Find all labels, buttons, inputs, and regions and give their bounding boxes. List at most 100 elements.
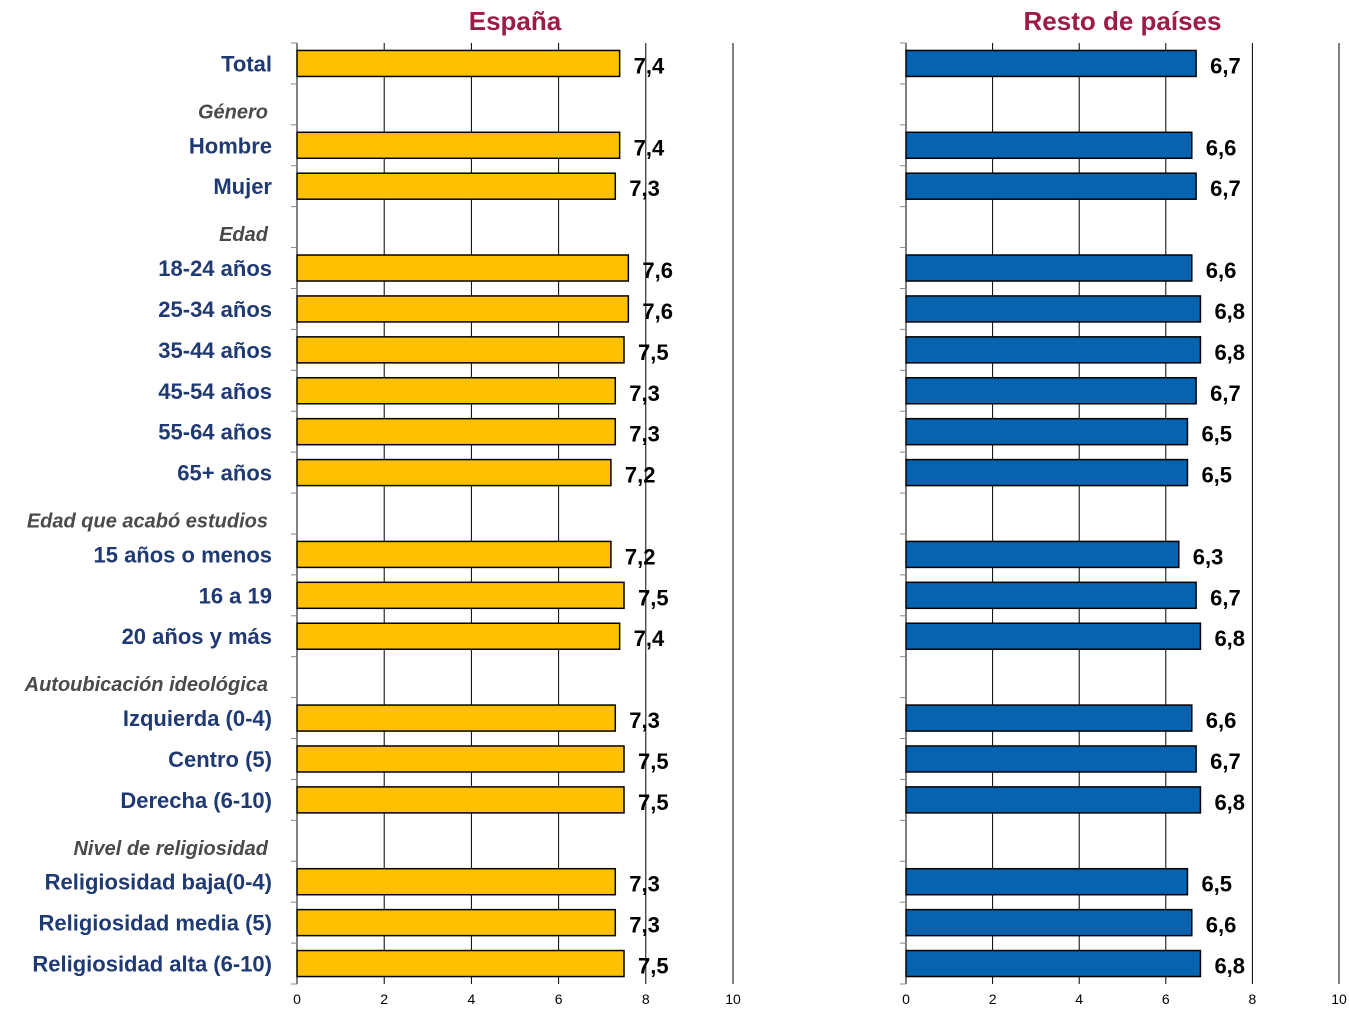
espana-value-label: 7,4 [634, 135, 665, 160]
resto-value-label: 6,8 [1214, 626, 1245, 651]
resto-value-label: 6,6 [1206, 135, 1237, 160]
espana-value-label: 7,6 [642, 258, 673, 283]
espana-bar [296, 377, 617, 405]
category-heading-label: Género [198, 101, 268, 123]
resto-value-label: 6,5 [1201, 872, 1232, 897]
espana-value-label: 7,6 [642, 299, 673, 324]
espana-x-tick-label: 10 [725, 991, 741, 1007]
resto-value-label: 6,7 [1210, 585, 1241, 610]
espana-x-tick-label: 0 [293, 991, 301, 1007]
espana-value-label: 7,5 [638, 585, 669, 610]
espana-value-label: 7,5 [638, 340, 669, 365]
resto-x-tick-label: 10 [1331, 991, 1347, 1007]
espana-bar [296, 949, 625, 978]
resto-value-label: 6,8 [1214, 340, 1245, 365]
espana-x-tick-label: 8 [642, 991, 650, 1007]
category-label: 25-34 años [158, 297, 272, 322]
espana-value-label: 7,5 [638, 790, 669, 815]
resto-value-label: 6,8 [1214, 790, 1245, 815]
espana-bar [296, 336, 625, 364]
espana-value-label: 7,3 [629, 708, 660, 733]
resto-value-label: 6,6 [1206, 258, 1237, 283]
espana-bar [296, 172, 617, 200]
espana-bar [296, 786, 625, 814]
category-label: Total [221, 51, 272, 76]
resto-x-tick-label: 2 [989, 991, 997, 1007]
espana-value-label: 7,2 [625, 544, 656, 569]
espana-bar [296, 49, 621, 78]
resto-x-tick-label: 6 [1162, 991, 1170, 1007]
espana-value-label: 7,4 [634, 626, 665, 651]
resto-x-tick-label: 0 [902, 991, 910, 1007]
espana-bar [296, 908, 617, 937]
resto-bar [905, 745, 1197, 773]
category-heading-label: Edad que acabó estudios [27, 511, 268, 533]
category-label: Mujer [213, 174, 272, 199]
espana-value-label: 7,4 [634, 53, 665, 78]
category-label: Religiosidad alta (6-10) [32, 952, 272, 977]
resto-bar [905, 704, 1193, 732]
resto-bar [905, 377, 1197, 405]
resto-bar [905, 254, 1193, 282]
resto-bar [905, 622, 1202, 650]
espana-bar [296, 745, 625, 773]
espana-bar [296, 704, 617, 732]
espana-value-label: 7,2 [625, 463, 656, 488]
espana-bar [296, 622, 621, 650]
espana-value-label: 7,5 [638, 749, 669, 774]
espana-bar [296, 581, 625, 610]
category-label: Religiosidad media (5) [39, 911, 273, 936]
category-label: Izquierda (0-4) [123, 706, 272, 731]
category-label: 65+ años [177, 461, 272, 486]
resto-x-tick-label: 4 [1075, 991, 1083, 1007]
resto-value-label: 6,6 [1206, 708, 1237, 733]
resto-bar [905, 581, 1197, 610]
resto-bar [905, 49, 1197, 78]
espana-bar [296, 295, 630, 323]
category-heading-label: Edad [219, 224, 269, 246]
resto-bar [905, 295, 1202, 323]
category-heading-label: Nivel de religiosidad [73, 838, 268, 860]
espana-value-label: 7,5 [638, 954, 669, 979]
espana-bar [296, 131, 621, 160]
resto-value-label: 6,8 [1214, 299, 1245, 324]
category-label: Religiosidad baja(0-4) [45, 870, 272, 895]
category-label: Centro (5) [168, 747, 272, 772]
espana-value-label: 7,3 [629, 176, 660, 201]
category-label: 16 a 19 [199, 583, 272, 608]
espana-x-tick-label: 4 [468, 991, 476, 1007]
resto-bar [905, 417, 1189, 446]
espana-value-label: 7,3 [629, 872, 660, 897]
resto-bar [905, 949, 1202, 978]
category-label: 15 años o menos [93, 542, 272, 567]
category-label: 55-64 años [158, 420, 272, 445]
category-label: 18-24 años [158, 256, 272, 281]
resto-value-label: 6,3 [1193, 544, 1224, 569]
resto-bar [905, 172, 1197, 200]
resto-chart-title: Resto de países [1024, 6, 1222, 36]
category-label: Derecha (6-10) [120, 788, 272, 813]
espana-chart-title: España [469, 6, 562, 36]
espana-bar [296, 417, 617, 446]
espana-x-tick-label: 6 [555, 991, 563, 1007]
espana-bar [296, 458, 612, 487]
espana-bar [296, 540, 612, 569]
espana-bar [296, 254, 630, 282]
resto-value-label: 6,5 [1201, 422, 1232, 447]
resto-value-label: 6,7 [1210, 176, 1241, 201]
resto-value-label: 6,8 [1214, 954, 1245, 979]
resto-x-tick-label: 8 [1249, 991, 1257, 1007]
espana-x-tick-label: 2 [380, 991, 388, 1007]
resto-value-label: 6,5 [1201, 463, 1232, 488]
resto-bar [905, 458, 1189, 487]
resto-bar [905, 908, 1193, 937]
category-label: 35-44 años [158, 338, 272, 363]
category-label: 45-54 años [158, 379, 272, 404]
espana-value-label: 7,3 [629, 422, 660, 447]
resto-value-label: 6,7 [1210, 53, 1241, 78]
espana-value-label: 7,3 [629, 913, 660, 938]
category-label: Hombre [189, 133, 272, 158]
resto-bar [905, 540, 1180, 569]
